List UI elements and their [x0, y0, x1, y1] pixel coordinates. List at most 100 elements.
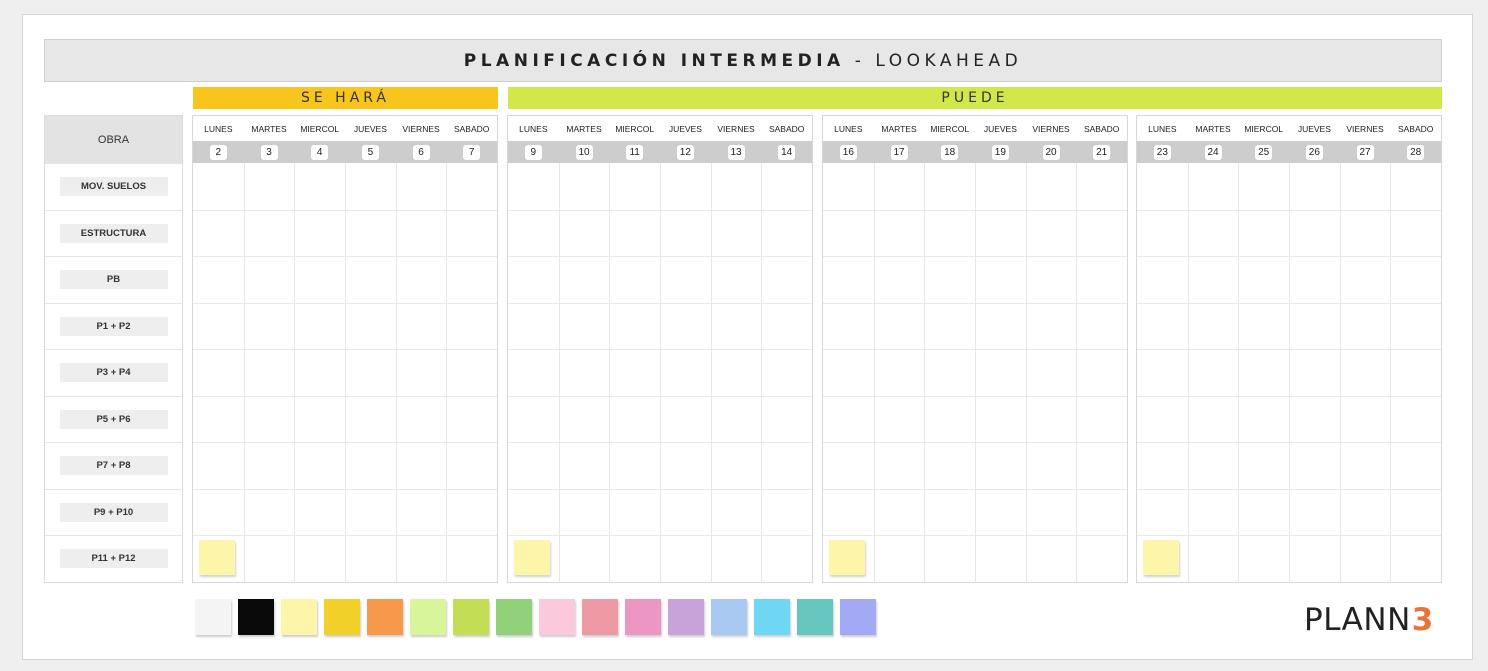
grid-column-line	[1187, 163, 1189, 582]
palette-sticky-note[interactable]	[797, 599, 833, 635]
day-name: JUEVES	[1297, 123, 1331, 134]
obra-row-label[interactable]: P1 + P2	[59, 316, 168, 336]
week-grid[interactable]	[1137, 163, 1441, 582]
week-grid[interactable]	[823, 163, 1127, 582]
palette-sticky-note[interactable]	[367, 599, 403, 635]
palette-sticky-note[interactable]	[711, 599, 747, 635]
palette-sticky-note[interactable]	[453, 599, 489, 635]
grid-column-line	[446, 163, 448, 582]
grid-row-line	[1137, 209, 1441, 211]
logo-text: PLANN	[1304, 602, 1411, 638]
day-number: 21	[1093, 144, 1111, 160]
palette-sticky-note[interactable]	[668, 599, 704, 635]
grid-column-line	[1025, 163, 1027, 582]
obra-row: P9 + P10	[45, 488, 182, 536]
day-number: 27	[1356, 144, 1374, 160]
day-number-cell: 7	[446, 141, 497, 163]
palette-sticky-note[interactable]	[754, 599, 790, 635]
grid-column-line	[1390, 163, 1392, 582]
grid-row-line	[1137, 535, 1441, 536]
obra-row-label[interactable]: P3 + P4	[59, 363, 168, 383]
grid-row-line	[823, 302, 1127, 304]
day-number-cell: 20	[1026, 141, 1077, 163]
obra-row-label[interactable]: P7 + P8	[59, 456, 168, 476]
palette-sticky-note[interactable]	[281, 599, 317, 635]
obra-row-label[interactable]: ESTRUCTURA	[59, 223, 168, 243]
day-number-cell: 17	[874, 141, 925, 163]
palette-sticky-note[interactable]	[539, 599, 575, 635]
day-name: JUEVES	[668, 123, 702, 134]
day-names-row: LUNES MARTES MIERCOL JUEVES VIERNES SABADO	[508, 116, 812, 141]
palette-sticky-note[interactable]	[625, 599, 661, 635]
day-number: 17	[890, 144, 908, 160]
day-number-cell: 14	[761, 141, 812, 163]
day-number: 23	[1153, 144, 1171, 160]
day-number: 9	[524, 144, 542, 160]
day-number: 3	[260, 144, 278, 160]
day-number-cell: 3	[244, 141, 295, 163]
day-name: MIERCOL	[930, 123, 970, 134]
day-number: 18	[941, 144, 959, 160]
obra-row-label[interactable]: MOV. SUELOS	[59, 177, 168, 197]
day-numbers-row: 9 10 11 12 13 14	[508, 141, 812, 163]
palette-sticky-note[interactable]	[582, 599, 618, 635]
grid-column-line	[1076, 163, 1078, 582]
grid-row-line	[508, 442, 812, 443]
sticky-note[interactable]	[1143, 540, 1179, 575]
grid-column-line	[975, 163, 976, 582]
title-subtitle: LOOKAHEAD	[875, 50, 1023, 71]
day-name: JUEVES	[983, 123, 1017, 134]
grid-row-line	[508, 209, 812, 211]
day-number: 6	[412, 144, 430, 160]
obra-row-label[interactable]: P11 + P12	[59, 549, 168, 569]
day-name: SABADO	[453, 123, 490, 134]
day-number: 14	[778, 144, 796, 160]
obra-row: ESTRUCTURA	[45, 209, 182, 257]
day-number-cell: 27	[1340, 141, 1391, 163]
obra-row-label[interactable]: P5 + P6	[59, 409, 168, 429]
day-name: JUEVES	[353, 123, 387, 134]
day-number-cell: 23	[1137, 141, 1188, 163]
palette-sticky-note[interactable]	[496, 599, 532, 635]
grid-column-line	[710, 163, 712, 582]
day-number: 12	[676, 144, 694, 160]
grid-column-line	[395, 163, 397, 582]
palette-sticky-note[interactable]	[840, 599, 876, 635]
palette-sticky-note[interactable]	[410, 599, 446, 635]
day-number: 16	[839, 144, 857, 160]
grid-row-line	[823, 256, 1127, 257]
obra-row: P1 + P2	[45, 302, 182, 350]
grid-row-line	[823, 209, 1127, 211]
palette-sticky-note[interactable]	[238, 599, 274, 635]
grid-row-line	[823, 488, 1127, 490]
sticky-note[interactable]	[829, 540, 865, 575]
day-number: 5	[361, 144, 379, 160]
day-number-cell: 26	[1289, 141, 1340, 163]
grid-column-line	[924, 163, 926, 582]
sticky-note[interactable]	[199, 540, 235, 575]
grid-row-line	[1137, 395, 1441, 397]
grid-column-line	[345, 163, 346, 582]
day-number-cell: 10	[559, 141, 610, 163]
day-name: MARTES	[881, 123, 917, 134]
day-number-cell: 24	[1188, 141, 1239, 163]
obra-row-label[interactable]: PB	[59, 270, 168, 290]
week-grid[interactable]	[508, 163, 812, 582]
week-grid[interactable]	[193, 163, 497, 582]
band-puede: PUEDE	[508, 87, 1442, 109]
sticky-note-palette	[195, 599, 876, 635]
grid-row-line	[1137, 302, 1441, 304]
grid-row-line	[823, 442, 1127, 443]
obra-row: P3 + P4	[45, 349, 182, 396]
day-numbers-row: 23 24 25 26 27 28	[1137, 141, 1441, 163]
palette-sticky-note[interactable]	[324, 599, 360, 635]
grid-row-line	[193, 349, 497, 350]
grid-row-line	[1137, 349, 1441, 350]
day-number: 11	[626, 144, 644, 160]
day-number: 7	[463, 144, 481, 160]
obra-row-label[interactable]: P9 + P10	[59, 502, 168, 522]
sticky-note[interactable]	[514, 540, 550, 575]
palette-sticky-note[interactable]	[195, 599, 231, 635]
grid-row-line	[508, 349, 812, 350]
day-number-cell: 4	[294, 141, 345, 163]
